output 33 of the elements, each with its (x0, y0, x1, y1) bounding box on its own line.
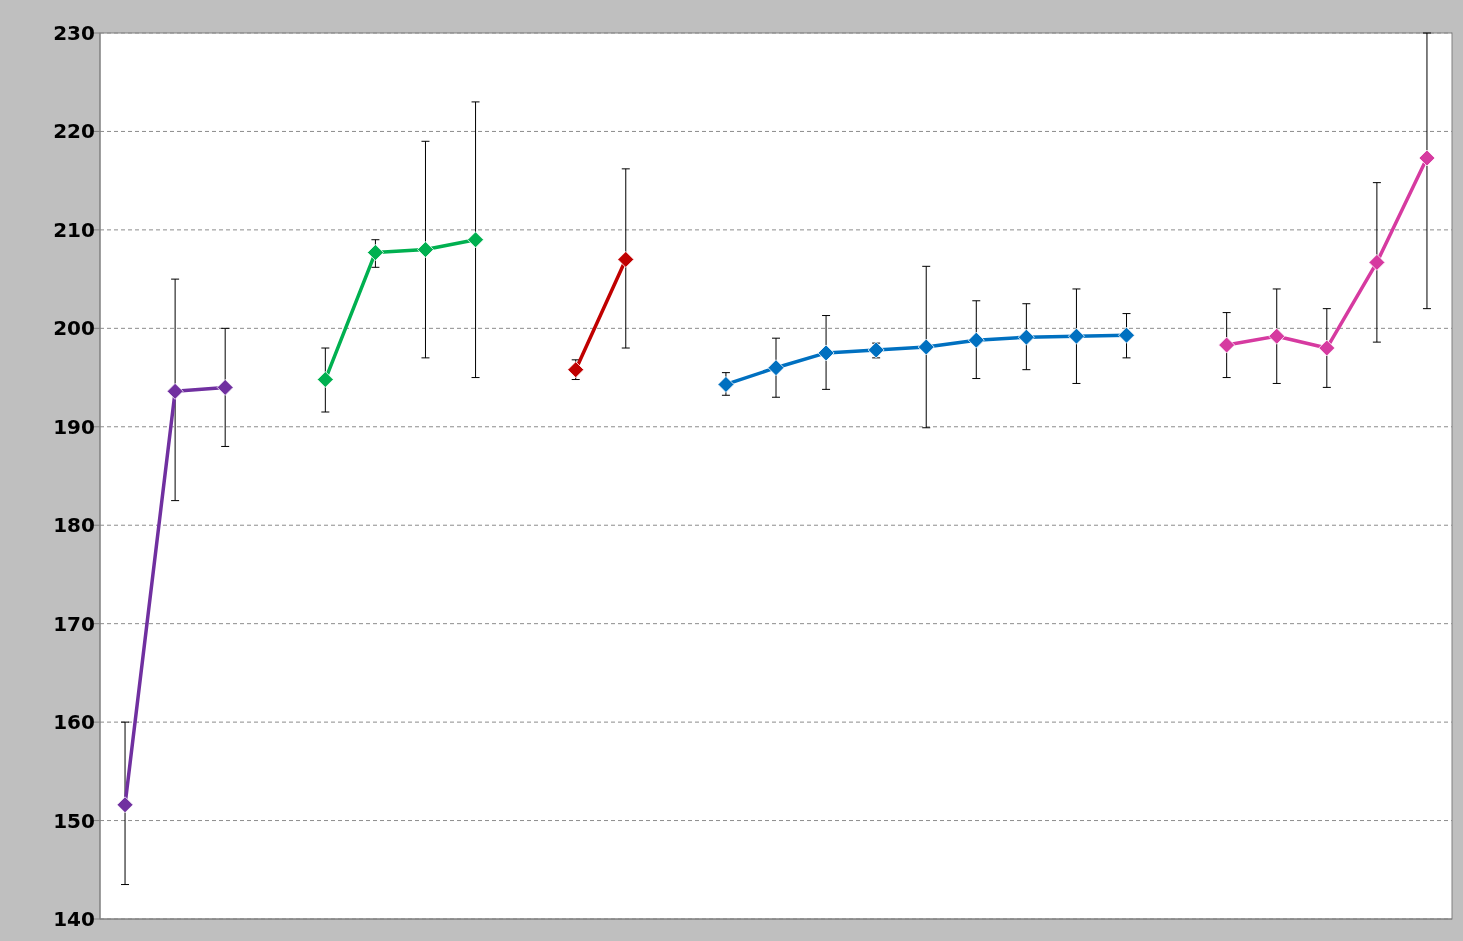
point (1068, 327, 1085, 345)
y-tick-label: 230 (53, 21, 95, 45)
point (116, 796, 134, 814)
point (617, 251, 635, 268)
point (1368, 253, 1386, 271)
point (417, 241, 434, 258)
y-tick-label: 200 (53, 316, 95, 341)
point (717, 376, 735, 393)
point (1418, 149, 1436, 167)
y-tick-label: 160 (53, 710, 95, 735)
point (1268, 327, 1286, 345)
point (567, 361, 585, 379)
y-tick-label: 150 (53, 808, 95, 833)
y-tick-label: 140 (53, 907, 95, 931)
point (216, 379, 234, 396)
y-tick-label: 170 (53, 611, 95, 636)
point (316, 371, 334, 388)
point (1318, 339, 1336, 357)
point (467, 231, 484, 249)
y-tick-label: 180 (53, 513, 95, 538)
point (166, 382, 184, 400)
y-tick-label: 210 (53, 217, 95, 242)
point (767, 359, 785, 377)
point (1218, 336, 1236, 354)
point (867, 341, 885, 359)
point (1017, 328, 1035, 346)
point (1118, 326, 1135, 344)
y-tick-label: 220 (53, 119, 95, 144)
point (817, 344, 835, 362)
y-tick-label: 190 (53, 414, 95, 439)
point (367, 244, 384, 261)
point (967, 331, 985, 349)
point (917, 338, 935, 356)
